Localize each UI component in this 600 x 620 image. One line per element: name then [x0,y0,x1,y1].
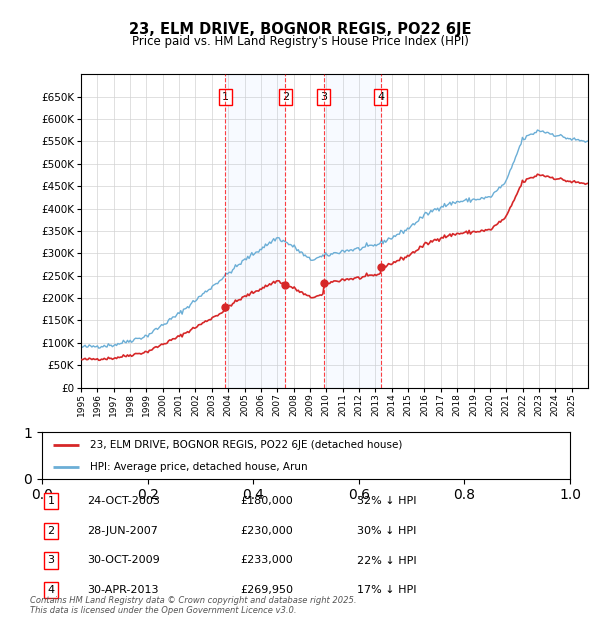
Text: £233,000: £233,000 [240,556,293,565]
Text: 30-APR-2013: 30-APR-2013 [87,585,158,595]
Text: £269,950: £269,950 [240,585,293,595]
Text: Price paid vs. HM Land Registry's House Price Index (HPI): Price paid vs. HM Land Registry's House … [131,35,469,48]
Text: 30% ↓ HPI: 30% ↓ HPI [357,526,416,536]
Text: 1: 1 [222,92,229,102]
Text: 32% ↓ HPI: 32% ↓ HPI [357,496,416,506]
Text: 4: 4 [47,585,55,595]
Text: 30-OCT-2009: 30-OCT-2009 [87,556,160,565]
Text: 22% ↓ HPI: 22% ↓ HPI [357,556,416,565]
Bar [225,74,285,388]
Text: 17% ↓ HPI: 17% ↓ HPI [357,585,416,595]
Text: HPI: Average price, detached house, Arun: HPI: Average price, detached house, Arun [89,462,307,472]
Text: 28-JUN-2007: 28-JUN-2007 [87,526,158,536]
Text: 3: 3 [320,92,327,102]
Text: 1: 1 [47,496,55,506]
Text: Contains HM Land Registry data © Crown copyright and database right 2025.
This d: Contains HM Land Registry data © Crown c… [30,596,356,615]
Text: 23, ELM DRIVE, BOGNOR REGIS, PO22 6JE (detached house): 23, ELM DRIVE, BOGNOR REGIS, PO22 6JE (d… [89,440,402,450]
Text: 23, ELM DRIVE, BOGNOR REGIS, PO22 6JE: 23, ELM DRIVE, BOGNOR REGIS, PO22 6JE [129,22,471,37]
Bar [323,74,381,388]
Text: 2: 2 [47,526,55,536]
Text: 24-OCT-2003: 24-OCT-2003 [87,496,160,506]
Text: £180,000: £180,000 [240,496,293,506]
Text: £230,000: £230,000 [240,526,293,536]
Text: 3: 3 [47,556,55,565]
Text: 4: 4 [377,92,385,102]
Text: 2: 2 [282,92,289,102]
